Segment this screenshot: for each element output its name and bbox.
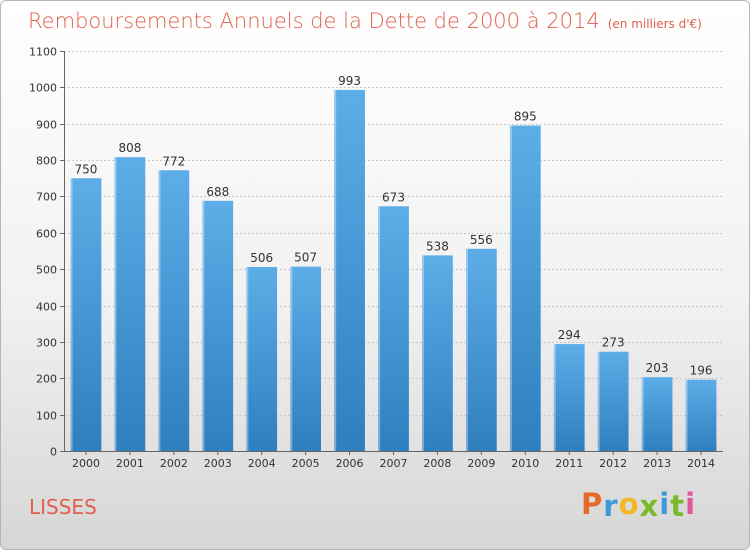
data-label-2006: 993 <box>338 74 361 88</box>
data-label-2007: 673 <box>382 190 405 204</box>
bar-highlight <box>422 255 425 451</box>
chart-unit-note: (en milliers d'€) <box>607 17 702 31</box>
logo-letter: o <box>618 487 640 521</box>
bar-2000 <box>70 178 102 452</box>
bar-highlight <box>641 377 644 451</box>
bar-highlight <box>378 206 381 451</box>
data-label-2009: 556 <box>470 233 493 247</box>
bar-highlight <box>246 267 249 451</box>
data-label-2002: 772 <box>162 154 185 168</box>
bar-2006 <box>334 89 365 451</box>
bar-highlight <box>114 157 117 451</box>
bar-2012 <box>597 351 629 451</box>
bar-2005 <box>290 266 322 451</box>
proxiti-logo: Proxiti <box>581 487 697 523</box>
x-tick-label-2011: 2011 <box>555 457 583 470</box>
data-label-2001: 808 <box>118 141 141 155</box>
logo-letter: r <box>603 489 619 523</box>
x-tick-label-2000: 2000 <box>72 457 100 470</box>
x-tick-label-2013: 2013 <box>643 457 671 470</box>
y-tick-label: 0 <box>50 446 57 459</box>
bar-2001 <box>114 157 146 451</box>
bar-highlight <box>597 351 600 451</box>
y-tick-label: 1000 <box>29 82 57 95</box>
x-tick-label-2004: 2004 <box>248 457 276 470</box>
logo-letter: t <box>670 489 686 523</box>
bar-highlight <box>290 266 293 451</box>
bar-2014 <box>685 379 717 451</box>
data-label-2003: 688 <box>206 185 229 199</box>
data-label-2013: 203 <box>646 361 669 375</box>
x-tick-label-2006: 2006 <box>336 457 364 470</box>
y-tick-label: 1100 <box>29 46 57 59</box>
x-tick-label-2010: 2010 <box>511 457 539 470</box>
logo-letter: i <box>685 487 697 521</box>
bar-2008 <box>422 255 453 451</box>
y-tick-label: 600 <box>36 228 57 241</box>
y-tick-label: 900 <box>36 119 57 132</box>
bar-highlight <box>202 200 205 451</box>
chart-title: Remboursements Annuels de la Dette de 20… <box>28 9 702 33</box>
data-label-2011: 294 <box>558 328 581 342</box>
x-tick-label-2012: 2012 <box>599 457 627 470</box>
x-tick-label-2014: 2014 <box>687 457 715 470</box>
logo-letter: P <box>581 487 604 521</box>
y-tick-label: 700 <box>36 191 57 204</box>
x-tick-label-2007: 2007 <box>380 457 408 470</box>
logo-letter: x <box>639 489 660 523</box>
y-tick-label: 500 <box>36 264 57 277</box>
commune-name: LISSES <box>29 495 97 519</box>
bar-2011 <box>553 344 585 451</box>
bar-2002 <box>158 170 190 452</box>
bars <box>70 89 717 452</box>
chart-title-text: Remboursements Annuels de la Dette de 20… <box>28 9 600 33</box>
bar-2007 <box>378 206 409 451</box>
bar-highlight <box>509 125 512 451</box>
bar-highlight <box>70 178 73 452</box>
bar-2013 <box>641 377 673 451</box>
x-tick-label-2008: 2008 <box>423 457 451 470</box>
bar-highlight <box>685 379 688 451</box>
y-tick-label: 200 <box>36 373 57 386</box>
bar-2004 <box>246 267 278 451</box>
bar-2003 <box>202 200 234 451</box>
bar-highlight <box>334 89 337 451</box>
data-label-2008: 538 <box>426 239 449 253</box>
data-label-2012: 273 <box>602 336 625 350</box>
data-label-2010: 895 <box>514 110 537 124</box>
data-label-2005: 507 <box>294 251 317 265</box>
data-label-2000: 750 <box>75 162 98 176</box>
y-tick-label: 800 <box>36 155 57 168</box>
data-label-2004: 506 <box>250 251 273 265</box>
axes <box>60 51 723 455</box>
labels: 0 100 200 300 400 500 600 700 800 900 1000 1100 750 2… <box>29 46 715 471</box>
data-label-2014: 196 <box>690 364 713 378</box>
x-tick-label-2009: 2009 <box>467 457 495 470</box>
y-tick-label: 400 <box>36 301 57 314</box>
x-tick-label-2005: 2005 <box>292 457 320 470</box>
x-tick-label-2001: 2001 <box>116 457 144 470</box>
bar-highlight <box>553 344 556 451</box>
logo-letter: i <box>659 487 671 521</box>
bar-2010 <box>509 125 541 451</box>
x-tick-label-2003: 2003 <box>204 457 232 470</box>
bar-highlight <box>465 248 468 451</box>
bar-highlight <box>158 170 161 452</box>
bar-2009 <box>465 248 497 451</box>
x-tick-label-2002: 2002 <box>160 457 188 470</box>
y-tick-label: 300 <box>36 337 57 350</box>
y-tick-label: 100 <box>36 410 57 423</box>
